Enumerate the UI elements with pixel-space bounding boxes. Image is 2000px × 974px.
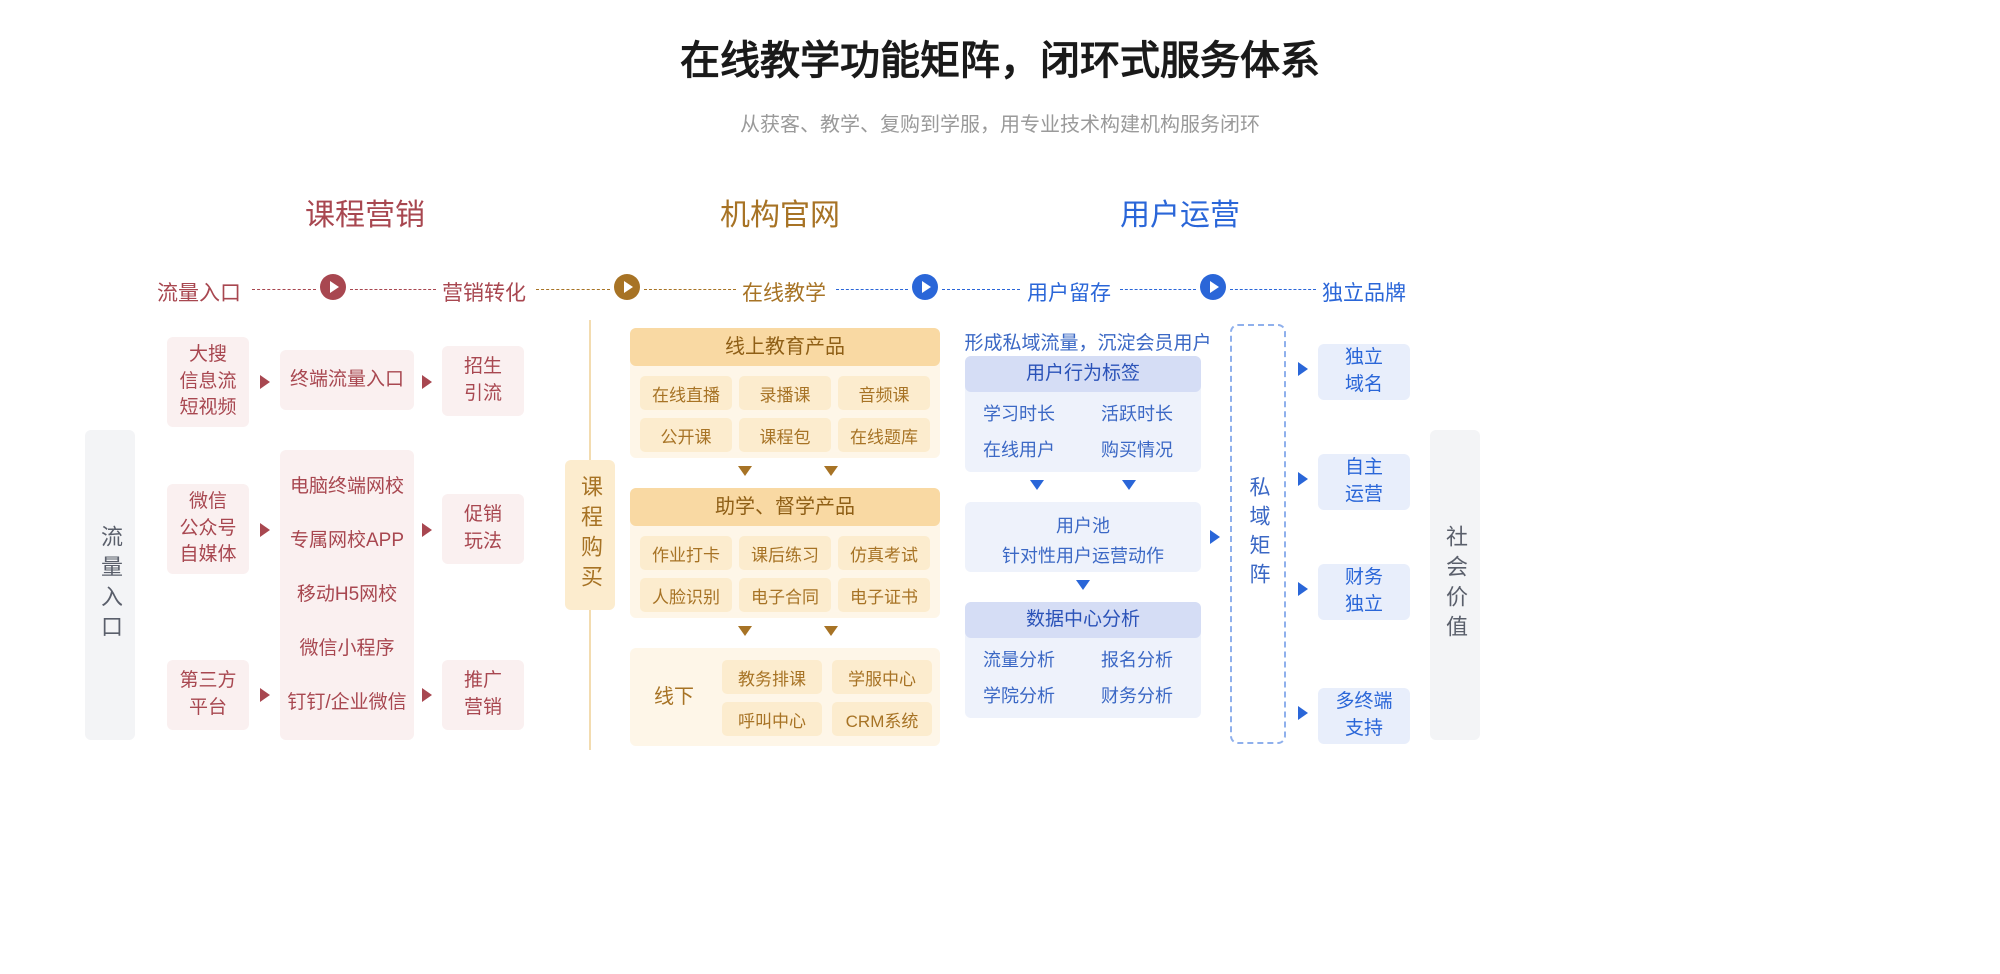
private-domain-matrix-box: 私域矩阵: [1230, 324, 1286, 744]
subsection-label: 独立品牌: [1322, 277, 1406, 307]
matrix-label: 私域矩阵: [1232, 326, 1284, 742]
orange-chip: 录播课: [739, 376, 831, 410]
arrow-right-icon: [1298, 362, 1308, 376]
connector-line: [1120, 289, 1196, 290]
arrow-right-icon: [260, 375, 270, 389]
connector-line: [942, 289, 1020, 290]
blue-item: 财务分析: [1101, 682, 1173, 708]
connector-line: [536, 289, 610, 290]
orange-chip: 教务排课: [722, 660, 822, 694]
arrow-right-icon: [1298, 582, 1308, 596]
play-icon: [614, 274, 640, 300]
blue-item: 流量分析: [983, 646, 1055, 672]
arrow-right-icon: [260, 523, 270, 537]
terminal-list-item: 电脑终端网校: [290, 474, 404, 501]
orange-chip: 作业打卡: [640, 536, 732, 570]
orange-chip: 课后练习: [739, 536, 831, 570]
arrow-down-icon: [1030, 480, 1044, 490]
blue-line: 针对性用户运营动作: [965, 542, 1201, 568]
brand-chip: 自主运营: [1318, 454, 1410, 510]
page-title: 在线教学功能矩阵，闭环式服务体系: [0, 0, 2000, 86]
diagram-canvas: 流量入口 社会价值 课程购买 大搜信息流短视频微信公众号自媒体第三方平台 终端流量入口电…: [0, 320, 2000, 960]
arrow-down-icon: [824, 626, 838, 636]
arrow-right-icon: [1298, 706, 1308, 720]
orange-chip: 电子合同: [739, 578, 831, 612]
terminal-list-item: 移动H5网校: [297, 582, 397, 609]
blue-item: 购买情况: [1101, 436, 1173, 462]
private-domain-caption: 形成私域流量，沉淀会员用户: [961, 328, 1215, 355]
brand-chip: 财务独立: [1318, 564, 1410, 620]
terminal-list-item: 微信小程序: [299, 636, 394, 663]
connector-line: [644, 289, 736, 290]
blue-item: 学院分析: [983, 682, 1055, 708]
orange-chip: 电子证书: [838, 578, 930, 612]
marketing-action-box: 推广营销: [442, 660, 524, 730]
connector-line: [1230, 289, 1316, 290]
terminal-list-item: 钉钉/企业微信: [287, 690, 406, 717]
orange-chip: 呼叫中心: [722, 702, 822, 736]
orange-chip: 音频课: [838, 376, 930, 410]
terminal-list-item: 专属网校APP: [290, 528, 404, 555]
orange-chip: 在线题库: [838, 418, 930, 452]
terminal-list-box: 电脑终端网校专属网校APP 移动H5网校微信小程序钉钉/企业微信: [280, 450, 414, 740]
marketing-action-box: 招生引流: [442, 346, 524, 416]
brand-chip: 独立域名: [1318, 344, 1410, 400]
arrow-down-icon: [1122, 480, 1136, 490]
social-value-bar: 社会价值: [1430, 430, 1480, 740]
terminal-entry-box: 终端流量入口: [280, 350, 414, 410]
arrow-right-icon: [260, 688, 270, 702]
traffic-entry-bar: 流量入口: [85, 430, 135, 740]
play-icon: [320, 274, 346, 300]
orange-chip: 人脸识别: [640, 578, 732, 612]
course-purchase-bar: 课程购买: [565, 460, 615, 610]
play-icon: [912, 274, 938, 300]
traffic-source-box: 大搜信息流短视频: [167, 337, 249, 427]
orange-group-header: 线上教育产品: [630, 328, 940, 366]
blue-item: 报名分析: [1101, 646, 1173, 672]
section-label: 用户运营: [1120, 190, 1240, 234]
play-icon: [1200, 274, 1226, 300]
blue-item: 学习时长: [983, 400, 1055, 426]
orange-chip: 仿真考试: [838, 536, 930, 570]
orange-chip: 在线直播: [640, 376, 732, 410]
subsection-label: 流量入口: [157, 277, 241, 307]
orange-group-header: 助学、督学产品: [630, 488, 940, 526]
blue-item: 活跃时长: [1101, 400, 1173, 426]
subsection-label: 用户留存: [1027, 277, 1111, 307]
marketing-action-box: 促销玩法: [442, 494, 524, 564]
orange-chip: 公开课: [640, 418, 732, 452]
blue-group-header: 用户行为标签: [965, 356, 1201, 392]
traffic-source-box: 第三方平台: [167, 660, 249, 730]
arrow-right-icon: [422, 523, 432, 537]
arrow-right-icon: [1210, 530, 1220, 544]
brand-chip: 多终端支持: [1318, 688, 1410, 744]
subsection-label: 在线教学: [742, 277, 826, 307]
orange-chip: 学服中心: [832, 660, 932, 694]
arrow-down-icon: [738, 626, 752, 636]
orange-chip: CRM系统: [832, 702, 932, 736]
subsection-headers: 流量入口营销转化在线教学用户留存独立品牌: [0, 277, 2000, 301]
connector-line: [350, 289, 436, 290]
page-subtitle: 从获客、教学、复购到学服，用专业技术构建机构服务闭环: [0, 108, 2000, 137]
section-label: 机构官网: [720, 190, 840, 234]
subsection-label: 营销转化: [442, 277, 526, 307]
blue-item: 在线用户: [983, 436, 1055, 462]
arrow-down-icon: [824, 466, 838, 476]
blue-line: 用户池: [965, 512, 1201, 538]
connector-line: [252, 289, 316, 290]
orange-chip: 课程包: [739, 418, 831, 452]
arrow-down-icon: [1076, 580, 1090, 590]
arrow-right-icon: [422, 688, 432, 702]
offline-label: 线下: [634, 652, 714, 742]
traffic-source-box: 微信公众号自媒体: [167, 484, 249, 574]
arrow-down-icon: [738, 466, 752, 476]
arrow-right-icon: [1298, 472, 1308, 486]
section-label: 课程营销: [305, 190, 425, 234]
connector-line: [836, 289, 908, 290]
blue-group-header: 数据中心分析: [965, 602, 1201, 638]
arrow-right-icon: [422, 375, 432, 389]
